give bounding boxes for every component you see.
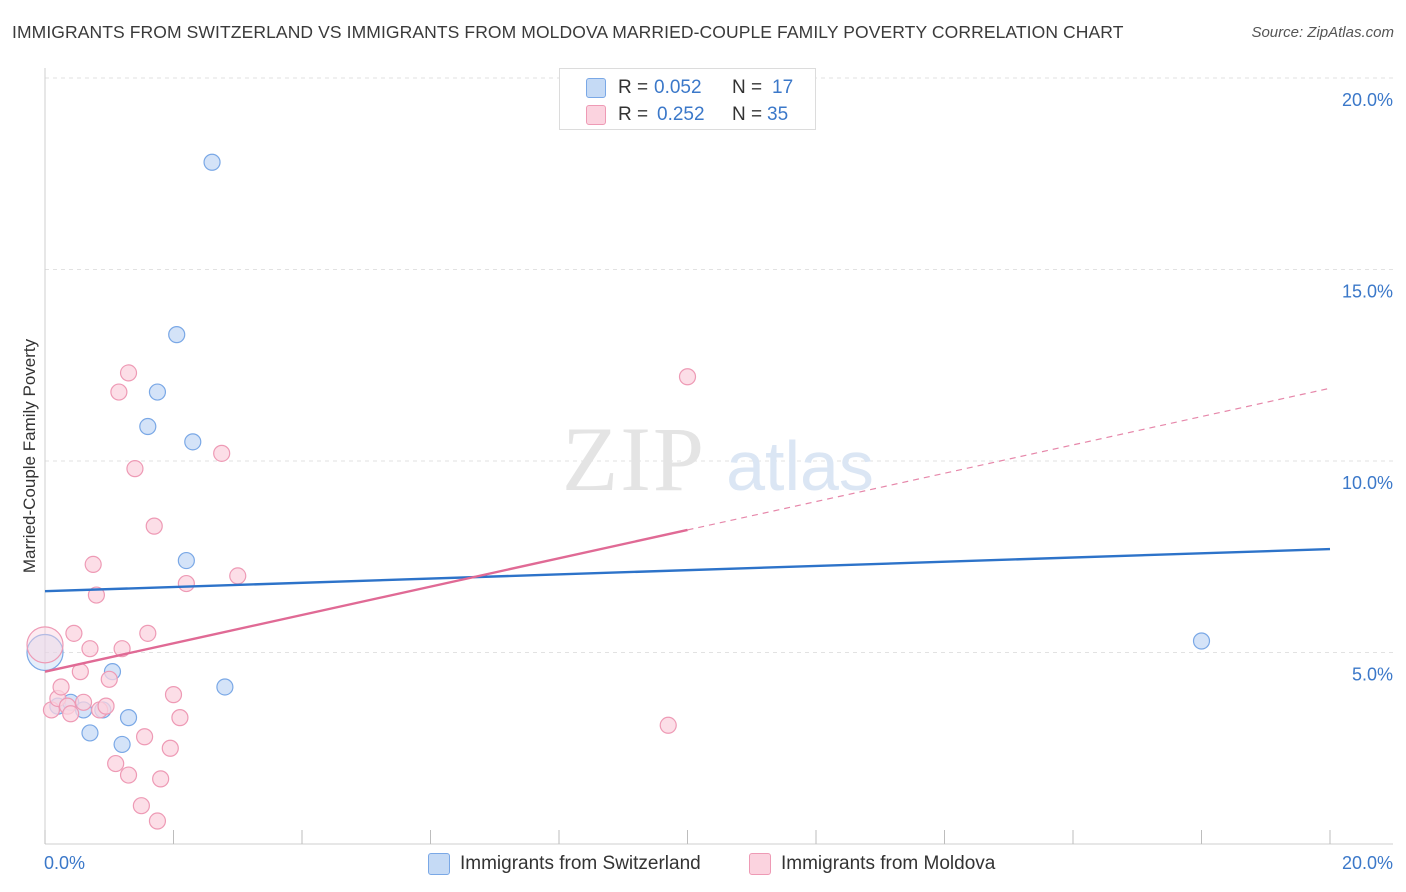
moldova-swatch xyxy=(586,105,606,125)
chart-title: IMMIGRANTS FROM SWITZERLAND VS IMMIGRANT… xyxy=(12,22,1124,42)
moldova-trend-line xyxy=(44,528,688,673)
switzerland-point xyxy=(177,551,195,570)
series-legend: Immigrants from Switzerland Immigrants f… xyxy=(0,852,1406,878)
moldova-point xyxy=(26,626,64,664)
moldova-point xyxy=(110,383,128,401)
moldova-point xyxy=(135,728,154,746)
moldova-point xyxy=(148,812,167,830)
moldova-point xyxy=(164,686,183,704)
r-label: R = xyxy=(618,77,649,98)
trend-layer xyxy=(44,387,1331,673)
x-tick-label-min: 0.0% xyxy=(44,853,85,873)
n-value: 17 xyxy=(772,77,794,98)
moldova-point xyxy=(100,670,118,688)
moldova-point xyxy=(81,640,99,658)
switzerland-point xyxy=(148,383,167,401)
legend-label-moldova: Immigrants from Moldova xyxy=(781,853,996,874)
switzerland-legend-swatch xyxy=(428,853,450,875)
points-layer xyxy=(26,153,1211,830)
switzerland-trend-line xyxy=(44,547,1331,593)
moldova-point xyxy=(65,624,83,642)
r-label: R = xyxy=(618,104,649,125)
moldova-point xyxy=(659,716,677,734)
grid-layer xyxy=(45,77,1393,653)
moldova-point xyxy=(145,517,163,535)
y-tick-label: 15.0% xyxy=(1342,282,1393,302)
moldova-point xyxy=(97,697,115,715)
moldova-point xyxy=(119,766,138,784)
switzerland-point xyxy=(168,326,186,344)
switzerland-point xyxy=(113,735,131,754)
switzerland-point xyxy=(203,153,221,171)
moldova-point xyxy=(52,678,70,696)
source-credit: Source: ZipAtlas.com xyxy=(1251,24,1394,41)
moldova-point xyxy=(161,739,179,757)
moldova-point xyxy=(229,567,247,585)
r-value: 0.052 xyxy=(654,77,702,98)
x-tick-label-max: 20.0% xyxy=(1342,853,1393,873)
moldova-point xyxy=(139,624,157,642)
switzerland-point xyxy=(216,678,234,696)
watermark-atlas: atlas xyxy=(726,427,874,505)
watermark-zip: ZIP xyxy=(562,408,706,510)
y-tick-label: 20.0% xyxy=(1342,90,1393,110)
y-axis-label: Married-Couple Family Poverty xyxy=(20,338,39,573)
moldova-point xyxy=(177,574,195,593)
switzerland-point xyxy=(184,433,202,451)
moldova-point xyxy=(84,555,102,574)
y-tick-label: 10.0% xyxy=(1342,473,1393,493)
moldova-legend-swatch xyxy=(749,853,771,875)
moldova-point xyxy=(62,705,80,723)
y-tick-label: 5.0% xyxy=(1352,665,1393,685)
moldova-point xyxy=(152,770,170,788)
n-label: N = xyxy=(732,77,763,98)
moldova-point xyxy=(87,586,106,604)
moldova-point xyxy=(119,364,138,382)
watermark: ZIP atlas xyxy=(562,408,874,510)
moldova-point xyxy=(213,444,231,462)
moldova-point xyxy=(171,709,189,727)
axis-layer: 5.0% 10.0% 15.0% 20.0% 0.0% 20.0% xyxy=(44,68,1393,873)
moldova-point xyxy=(107,754,125,773)
n-value: 35 xyxy=(767,104,789,125)
n-label: N = xyxy=(732,104,763,125)
moldova-point xyxy=(74,693,93,711)
switzerland-point xyxy=(81,724,99,742)
switzerland-point xyxy=(1192,632,1211,650)
stats-legend: R = 0.052 N = 17 R = 0.252 N = 35 xyxy=(559,68,816,130)
legend-label-switzerland: Immigrants from Switzerland xyxy=(460,853,701,874)
r-value: 0.252 xyxy=(657,104,705,125)
moldova-point xyxy=(678,368,697,386)
moldova-point xyxy=(132,797,150,815)
moldova-point xyxy=(126,460,144,478)
switzerland-point xyxy=(139,417,157,436)
switzerland-point xyxy=(119,709,138,727)
switzerland-swatch xyxy=(586,78,606,98)
